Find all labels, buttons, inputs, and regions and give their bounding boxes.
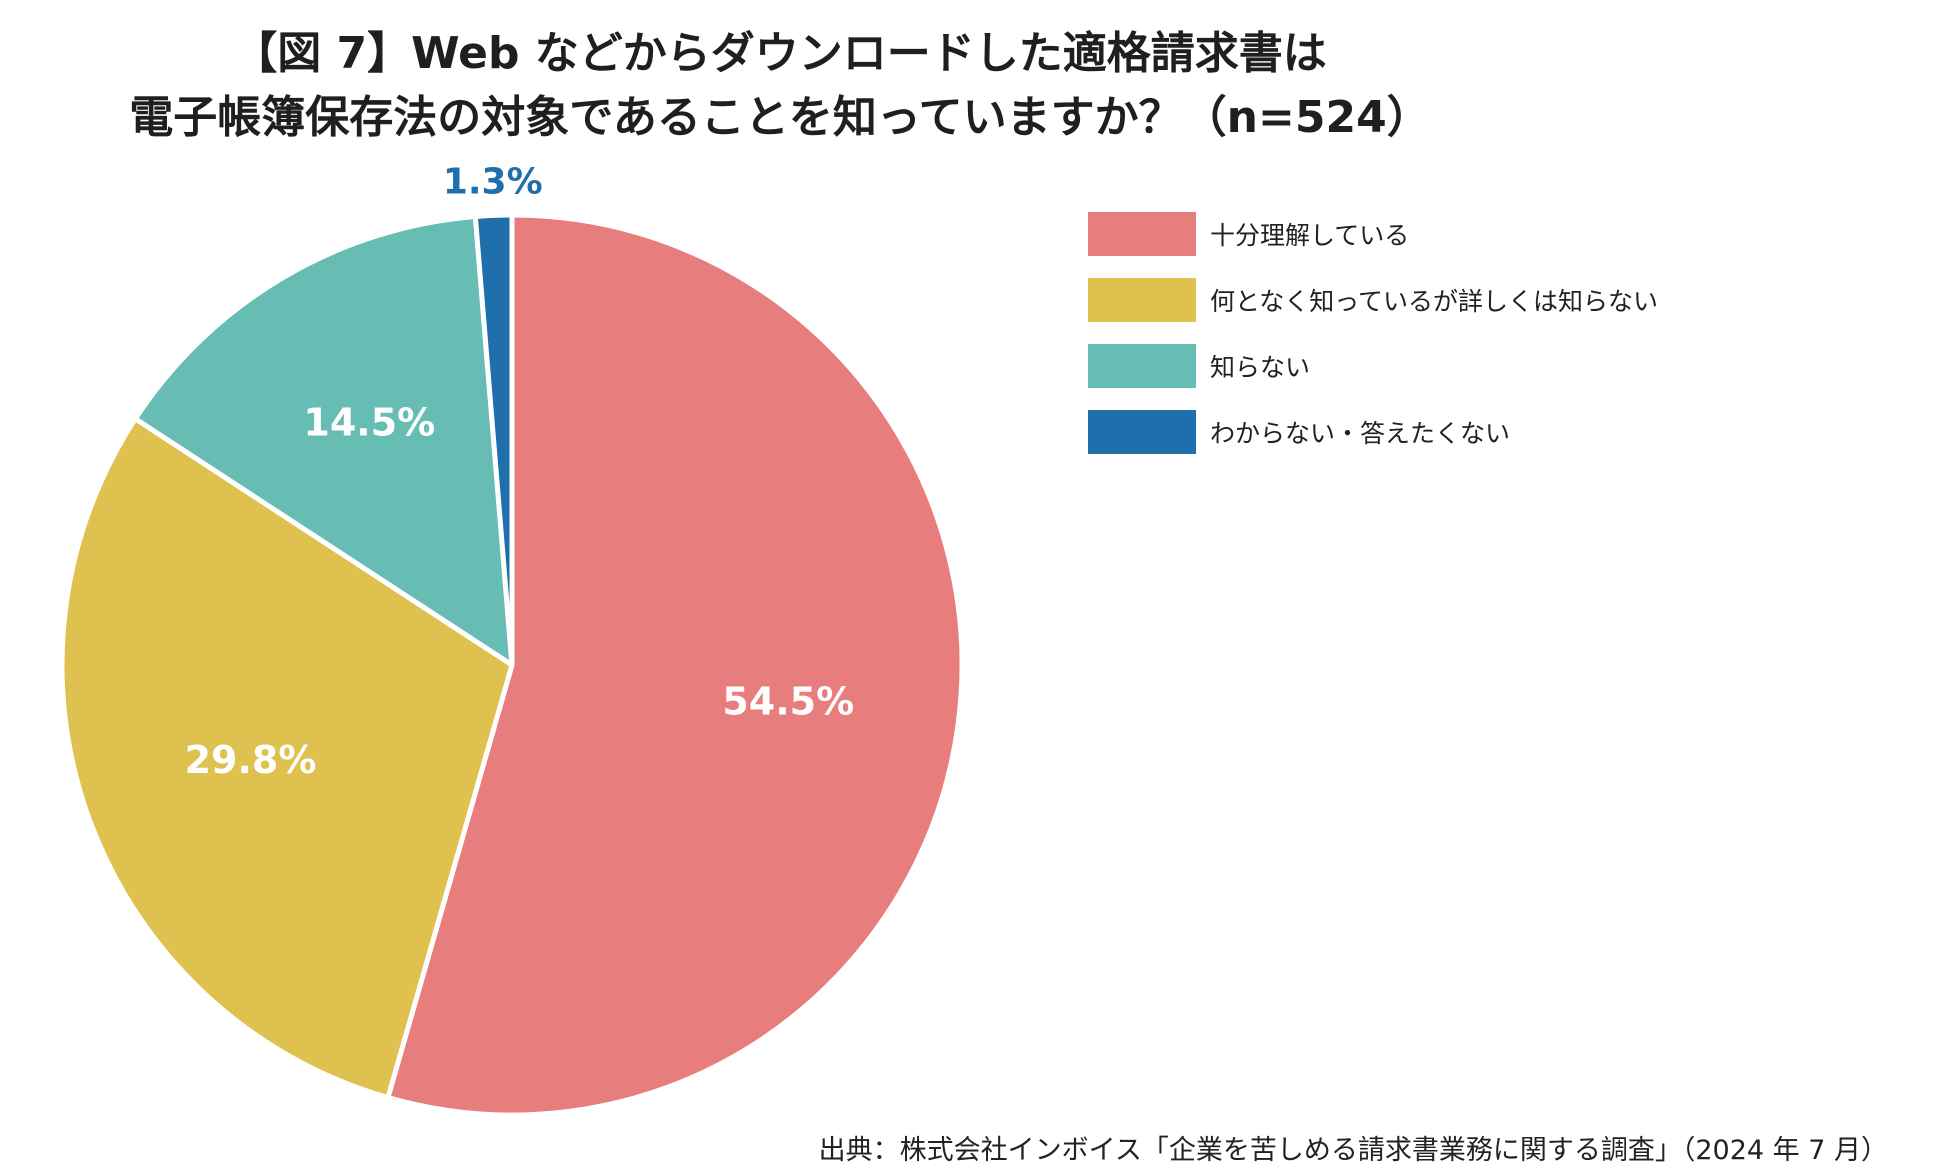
- pie-slice: [472, 212, 515, 668]
- legend-label: 何となく知っているが詳しくは知らない: [1210, 287, 1659, 316]
- legend-swatch: [1088, 344, 1196, 388]
- data-label: 54.5%: [722, 679, 854, 723]
- legend-swatch: [1088, 278, 1196, 322]
- legend-item: 知らない: [1088, 344, 1658, 388]
- legend-swatch: [1088, 410, 1196, 454]
- data-label: 29.8%: [185, 738, 317, 782]
- legend-item: わからない・答えたくない: [1088, 410, 1658, 454]
- pie-slice: [385, 212, 965, 1118]
- chart-title-line-1: 【図 7】Web などからダウンロードした適格請求書は: [233, 28, 1327, 79]
- data-label: 1.3%: [443, 161, 543, 202]
- source-note: 出典：株式会社インボイス「企業を苦しめる請求書業務に関する調査」（2024 年 …: [818, 1135, 1888, 1166]
- legend-label: 知らない: [1210, 353, 1311, 382]
- chart-title: 【図 7】Web などからダウンロードした適格請求書は 電子帳簿保存法の対象であ…: [0, 22, 1560, 150]
- legend-label: わからない・答えたくない: [1210, 419, 1511, 448]
- pie-slice: [59, 416, 515, 1101]
- pie-slice: [132, 213, 515, 668]
- chart-title-line-2: 電子帳簿保存法の対象であることを知っていますか？（n=524）: [129, 92, 1431, 143]
- legend-swatch: [1088, 212, 1196, 256]
- legend-label: 十分理解している: [1210, 221, 1410, 250]
- legend-item: 十分理解している: [1088, 212, 1658, 256]
- legend-item: 何となく知っているが詳しくは知らない: [1088, 278, 1658, 322]
- data-label: 14.5%: [303, 401, 435, 445]
- chart-legend: 十分理解している何となく知っているが詳しくは知らない 知らないわからない・答えたく…: [1088, 212, 1658, 476]
